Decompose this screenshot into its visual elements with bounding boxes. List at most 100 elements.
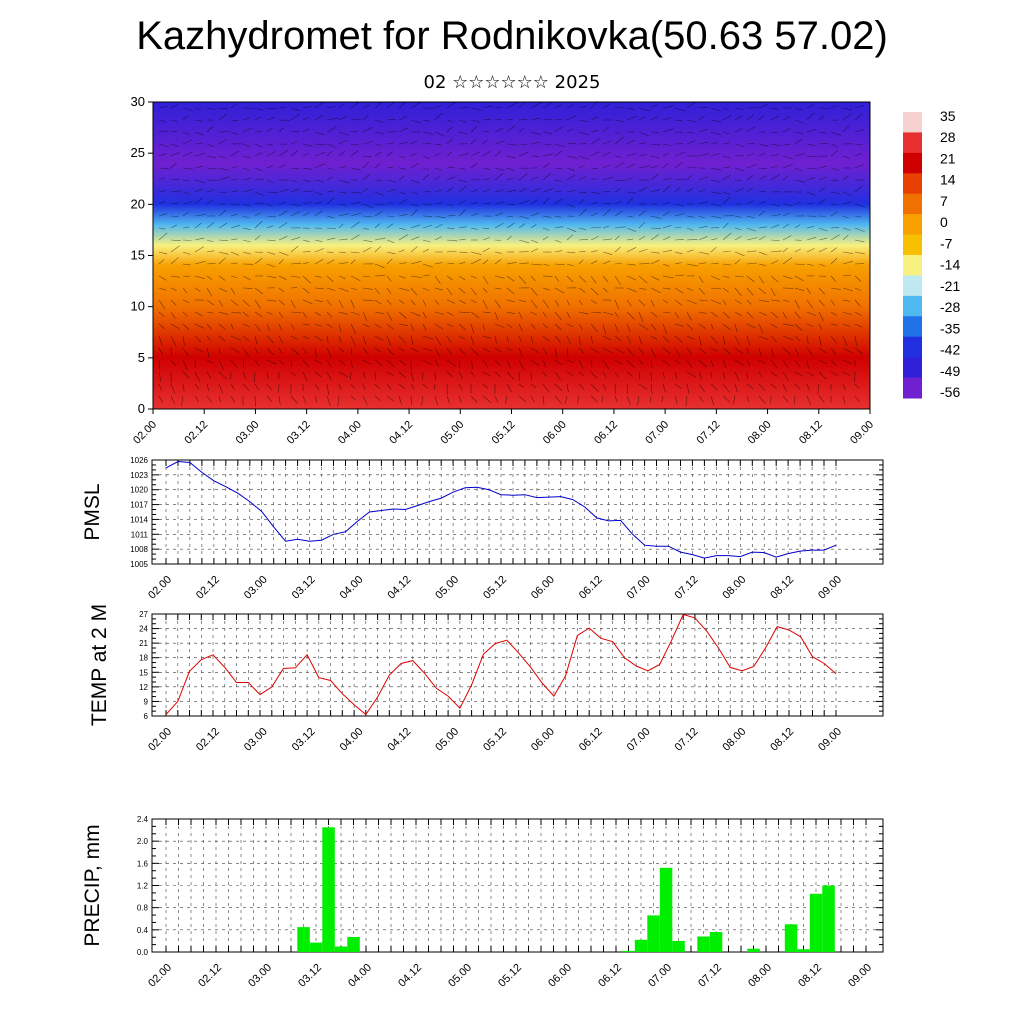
- y-tick-label: 1020: [130, 486, 148, 495]
- colorbar-label: -49: [940, 363, 960, 379]
- x-tick-label: 04.12: [385, 574, 413, 602]
- precip-bar: [809, 893, 823, 952]
- colorbar-label: -14: [940, 257, 960, 273]
- x-tick-label: 02.00: [146, 726, 174, 754]
- colorbar-label: 35: [940, 108, 956, 124]
- x-tick-label: 06.00: [529, 574, 557, 602]
- colorbar-label: 0: [940, 214, 948, 230]
- x-tick-label: 06.00: [546, 962, 574, 990]
- colorbar-swatch: [903, 377, 922, 399]
- colorbar-label: -42: [940, 342, 960, 358]
- y-tick-label: 27: [139, 610, 148, 619]
- x-tick-label: 02.00: [131, 419, 159, 447]
- colorbar-swatch: [903, 112, 922, 133]
- x-tick-label: 07.00: [646, 962, 674, 990]
- colorbar-label: -28: [940, 299, 960, 315]
- precip-bar: [347, 937, 360, 952]
- y-tick-label: 6: [144, 712, 149, 721]
- x-tick-label: 07.12: [695, 419, 723, 447]
- x-tick-label: 03.00: [246, 962, 274, 990]
- colorbar-swatch: [903, 295, 922, 317]
- x-tick-label: 08.12: [797, 419, 825, 447]
- y-tick-label: 25: [131, 145, 145, 160]
- x-tick-label: 07.12: [673, 726, 701, 754]
- y-tick-label: 0: [138, 401, 145, 416]
- y-tick-label: 0.4: [137, 926, 149, 935]
- x-tick-label: 08.00: [746, 419, 774, 447]
- grid: [152, 613, 883, 717]
- y-tick-label: 20: [131, 196, 145, 211]
- x-tick-label: 08.00: [720, 726, 748, 754]
- x-tick-label: 05.00: [438, 419, 466, 447]
- x-tick-label: 04.12: [385, 726, 413, 754]
- y-tick-label: 18: [139, 654, 148, 663]
- y-tick-label: 2.0: [137, 837, 149, 846]
- precip-bar: [309, 942, 323, 952]
- series-line: [165, 460, 837, 559]
- x-tick-label: 02.12: [196, 962, 224, 990]
- colorbar-label: 28: [940, 129, 956, 145]
- precip-bar: [634, 939, 648, 952]
- x-tick-label: 03.12: [290, 726, 318, 754]
- x-tick-label: 02.12: [194, 574, 222, 602]
- y-tick-label: 1005: [130, 560, 148, 569]
- colorbar-swatch: [903, 132, 922, 154]
- y-tick-label: 1017: [130, 501, 148, 510]
- y-tick-label: 15: [139, 668, 148, 677]
- colorbar-swatch: [903, 152, 922, 174]
- colorbar-label: -35: [940, 320, 960, 336]
- x-tick-label: 06.00: [529, 726, 557, 754]
- y-tick-label: 1.6: [137, 859, 149, 868]
- x-tick-label: 02.12: [182, 419, 210, 447]
- x-tick-label: 06.12: [577, 574, 605, 602]
- y-tick-label: 1014: [130, 515, 148, 524]
- x-tick-label: 02.00: [146, 574, 174, 602]
- y-axis-title: TEMP at 2 M: [88, 604, 111, 726]
- precip-bar: [622, 950, 635, 952]
- precip-bar: [322, 827, 335, 952]
- y-tick-label: 24: [139, 625, 148, 634]
- colorbar-label: -56: [940, 384, 960, 400]
- precip-bar: [297, 927, 310, 952]
- y-tick-label: 1026: [130, 456, 148, 465]
- x-tick-label: 04.00: [346, 962, 374, 990]
- y-tick-label: 2.4: [137, 815, 149, 824]
- series-line: [165, 613, 837, 716]
- x-tick-label: 03.12: [296, 962, 324, 990]
- y-axis-title: PMSL: [81, 483, 104, 540]
- x-tick-label: 06.00: [541, 419, 569, 447]
- precip-bar: [747, 948, 760, 952]
- y-tick-label: 5: [138, 350, 145, 365]
- y-tick-label: 0.8: [137, 904, 149, 913]
- colorbar-swatch: [903, 234, 922, 256]
- precip-bar: [797, 949, 810, 952]
- x-tick-label: 08.12: [768, 574, 796, 602]
- x-tick-label: 07.00: [625, 726, 653, 754]
- x-tick-label: 05.12: [481, 726, 509, 754]
- colorbar-label: 14: [940, 172, 956, 188]
- y-tick-label: 10: [131, 299, 145, 314]
- x-tick-label: 04.12: [387, 419, 415, 447]
- x-tick-label: 06.12: [592, 419, 620, 447]
- y-tick-label: 21: [139, 639, 148, 648]
- x-tick-label: 04.00: [336, 419, 364, 447]
- precip-bar: [647, 915, 660, 952]
- x-tick-label: 03.00: [242, 726, 270, 754]
- y-tick-label: 1008: [130, 545, 148, 554]
- wind-barbs: [158, 100, 866, 407]
- colorbar-label: -7: [940, 235, 953, 251]
- x-tick-label: 07.00: [643, 419, 671, 447]
- colorbar-swatch: [903, 193, 922, 215]
- chart-title: Kazhydromet for Rodnikovka(50.63 57.02): [136, 14, 888, 58]
- x-tick-label: 08.00: [746, 962, 774, 990]
- x-tick-label: 03.00: [242, 574, 270, 602]
- x-tick-label: 07.12: [673, 574, 701, 602]
- plot-frame: [151, 613, 884, 717]
- y-tick-label: 1011: [131, 530, 149, 539]
- precip-bar: [659, 867, 673, 952]
- x-tick-label: 05.00: [433, 726, 461, 754]
- precip-bar: [822, 885, 835, 952]
- y-tick-label: 0.0: [137, 948, 149, 957]
- x-tick-label: 05.12: [481, 574, 509, 602]
